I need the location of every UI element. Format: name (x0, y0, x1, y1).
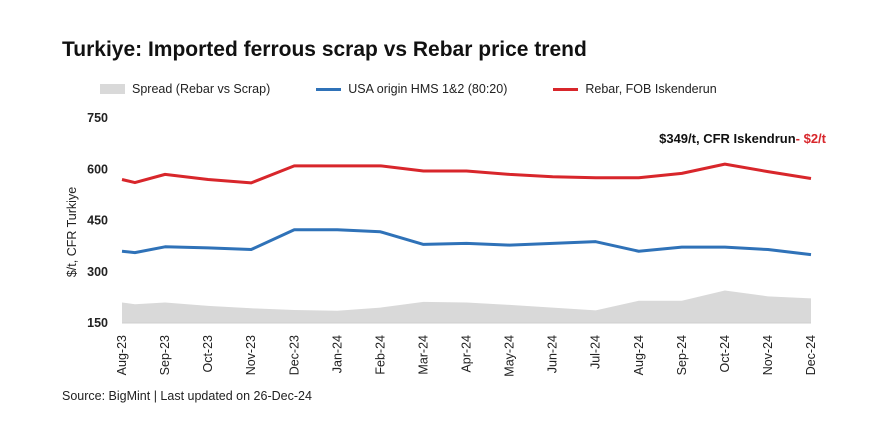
legend-swatch-rebar (553, 87, 579, 91)
x-tick-label-15: Nov-24 (761, 335, 775, 375)
x-tick-label-10: Jun-24 (546, 335, 560, 373)
legend-swatch-spread (100, 84, 125, 94)
legend: Spread (Rebar vs Scrap) USA origin HMS 1… (100, 80, 763, 98)
x-tick-label-4: Dec-23 (287, 335, 301, 375)
legend-item-rebar: Rebar, FOB Iskenderun (553, 82, 717, 96)
x-tick-label-13: Sep-24 (675, 335, 689, 375)
annotation-delta: - $2/t (796, 131, 827, 146)
axis-layer: 150 300 450 600 750 Aug-23 Sep-23 Oct-23 Nov-23 D… (87, 111, 818, 377)
legend-label-rebar: Rebar, FOB Iskenderun (585, 82, 717, 96)
x-tick-label-0: Aug-23 (115, 335, 129, 375)
x-tick-label-2: Oct-23 (201, 335, 215, 373)
x-tick-label-8: Apr-24 (460, 335, 474, 373)
y-tick-label-2: 450 (87, 214, 108, 228)
y-axis-label: $/t, CFR Turkiye (65, 187, 79, 277)
legend-swatch-hms (316, 87, 342, 91)
x-tick-label-5: Jan-24 (330, 335, 344, 373)
annotation-price: $349/t, CFR Iskendrun (659, 131, 796, 146)
source-note: Source: BigMint | Last updated on 26-Dec… (62, 389, 312, 403)
spread-area-layer (122, 290, 811, 323)
y-tick-label-0: 150 (87, 316, 108, 330)
x-tick-label-12: Aug-24 (632, 335, 646, 375)
rebar-line (121, 162, 812, 185)
y-tick-label-3: 600 (87, 162, 108, 176)
x-tick-label-11: Jul-24 (589, 335, 603, 369)
legend-label-spread: Spread (Rebar vs Scrap) (132, 82, 271, 96)
series-line-layer (121, 162, 812, 257)
chart-title: Turkiye: Imported ferrous scrap vs Rebar… (62, 38, 587, 61)
x-tick-label-3: Nov-23 (244, 335, 258, 375)
x-tick-label-6: Feb-24 (373, 335, 387, 375)
legend-label-hms: USA origin HMS 1&2 (80:20) (348, 82, 508, 96)
legend-item-hms: USA origin HMS 1&2 (80:20) (316, 82, 507, 96)
x-tick-label-14: Oct-24 (718, 335, 732, 373)
legend-item-spread: Spread (Rebar vs Scrap) (100, 82, 270, 96)
x-tick-label-1: Sep-23 (158, 335, 172, 375)
spread-area (122, 290, 811, 323)
x-tick-label-9: May-24 (503, 335, 517, 377)
y-tick-label-4: 750 (87, 111, 108, 125)
x-tick-label-16: Dec-24 (804, 335, 818, 375)
x-tick-label-7: Mar-24 (416, 335, 430, 375)
y-tick-label-1: 300 (87, 265, 108, 279)
hms-scrap-line (121, 228, 812, 257)
price-annotation: $349/t, CFR Iskendrun- $2/t (659, 131, 827, 146)
